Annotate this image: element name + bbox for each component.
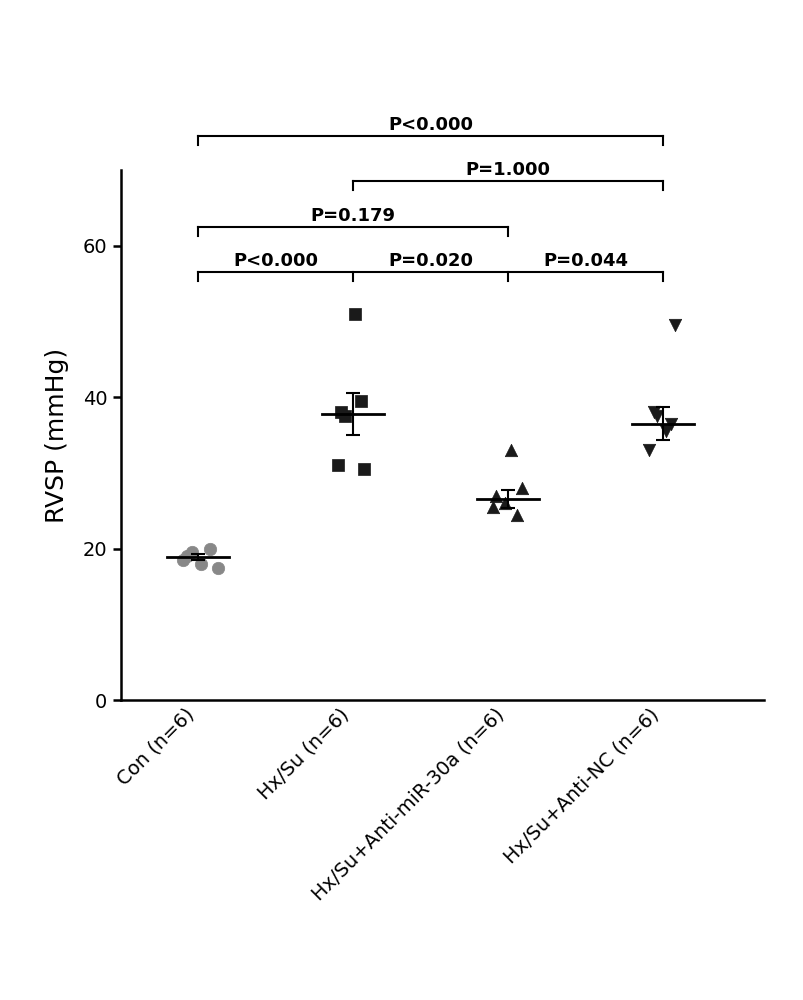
Point <box>194 556 207 572</box>
Point <box>663 416 676 432</box>
Point <box>504 442 517 458</box>
Point <box>354 393 367 409</box>
Text: P=0.044: P=0.044 <box>542 252 627 270</box>
Point <box>331 457 344 473</box>
Point <box>515 480 528 496</box>
Text: P=1.000: P=1.000 <box>465 161 550 179</box>
Point <box>650 408 662 424</box>
Text: P=0.020: P=0.020 <box>388 252 472 270</box>
Text: P<0.000: P<0.000 <box>233 252 318 270</box>
Point <box>204 541 217 557</box>
Point <box>646 404 659 420</box>
Y-axis label: RVSP (mmHg): RVSP (mmHg) <box>45 347 69 523</box>
Point <box>181 548 194 564</box>
Point <box>176 552 189 568</box>
Point <box>668 317 681 333</box>
Point <box>334 404 347 420</box>
Point <box>348 306 361 322</box>
Point <box>510 507 523 523</box>
Text: P<0.000: P<0.000 <box>388 116 472 134</box>
Point <box>357 461 370 477</box>
Point <box>486 499 499 515</box>
Point <box>642 442 654 458</box>
Point <box>211 560 224 576</box>
Point <box>489 488 502 504</box>
Text: P=0.179: P=0.179 <box>310 207 395 225</box>
Point <box>185 544 198 560</box>
Point <box>339 408 352 424</box>
Point <box>659 423 672 439</box>
Point <box>498 495 511 511</box>
